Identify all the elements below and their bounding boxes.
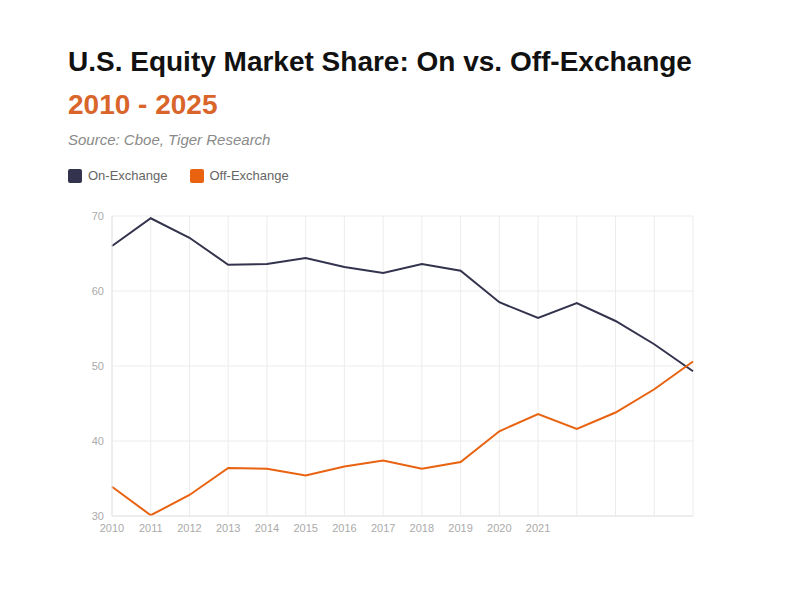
svg-text:50: 50 — [92, 360, 104, 372]
svg-text:2016: 2016 — [332, 522, 356, 534]
svg-text:60: 60 — [92, 285, 104, 297]
html-text:Source: Cboe, Tiger Research: Source: Cboe, Tiger Research — [68, 131, 271, 148]
svg-text:2010: 2010 — [100, 522, 124, 534]
html-text:U.S. Equity Market Share: On v: U.S. Equity Market Share: On vs. Off-Exc… — [68, 46, 692, 77]
svg-text:2011: 2011 — [139, 522, 163, 534]
svg-text:2014: 2014 — [255, 522, 279, 534]
svg-text:2021: 2021 — [526, 522, 550, 534]
svg-text:2020: 2020 — [487, 522, 511, 534]
svg-text:2012: 2012 — [177, 522, 201, 534]
svg-text:40: 40 — [92, 435, 104, 447]
svg-text:2018: 2018 — [410, 522, 434, 534]
svg-text:2015: 2015 — [293, 522, 317, 534]
html-text:2010 - 2025: 2010 - 2025 — [68, 89, 218, 120]
svg-text:2019: 2019 — [448, 522, 472, 534]
html-text:On-Exchange: On-Exchange — [88, 168, 168, 183]
svg-text:2017: 2017 — [371, 522, 395, 534]
svg-text:2013: 2013 — [216, 522, 240, 534]
html-text:Off-Exchange: Off-Exchange — [209, 168, 289, 183]
svg-text:70: 70 — [92, 210, 104, 222]
svg-text:30: 30 — [92, 510, 104, 522]
